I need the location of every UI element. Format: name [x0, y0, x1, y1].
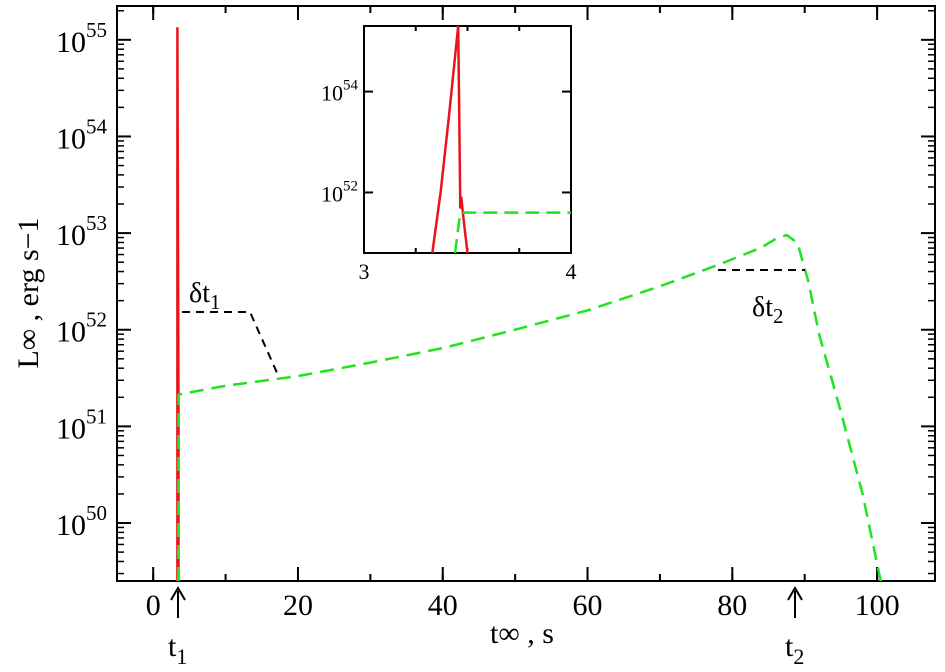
t2-arrow-head: [787, 586, 803, 601]
main-plot-frame: [116, 5, 936, 582]
delta-t2-label: δt2: [752, 292, 783, 328]
main-axis-ticks: 0 20 40 60 80 100 1050 1051 1052 1053 1054 1055: [56, 6, 935, 622]
t1-marker: t1: [168, 586, 187, 669]
inset-plot-frame: [363, 25, 572, 254]
x-tick-label: 100: [855, 589, 900, 622]
x-axis-label: t∞ , s: [490, 617, 554, 650]
x-tick-label: 80: [717, 589, 747, 622]
y-tick-label: 1052: [56, 308, 107, 349]
delta-t1-label: δt1: [189, 278, 220, 314]
main-plot: 0 20 40 60 80 100 1050 1051 1052 1053 1054 1055 δt1…: [12, 5, 936, 669]
green-dashed-series: [453, 211, 571, 253]
red-solid-series: [176, 26, 180, 581]
x-tick-label: 0: [146, 589, 161, 622]
x-tick-label: 20: [283, 589, 313, 622]
y-tick-label: 1051: [56, 404, 107, 445]
red-solid-series: [431, 26, 469, 253]
y-tick-label: 1055: [56, 18, 107, 59]
t1-arrow-head: [170, 586, 186, 601]
x-tick-label: 4: [566, 259, 577, 284]
y-tick-label: 1052: [321, 178, 358, 206]
y-tick-label: 1054: [56, 114, 108, 155]
inset-plot: 3 4 1052 1054: [321, 25, 577, 284]
main-annotations: δt1 δt2 t1 t2: [168, 269, 805, 669]
y-tick-label: 1054: [321, 78, 359, 106]
x-tick-label: 40: [428, 589, 458, 622]
y-tick-label: 1050: [56, 501, 107, 542]
y-axis-label: L∞ , erg s−1: [12, 217, 45, 368]
t2-marker: t2: [785, 586, 804, 669]
y-tick-label: 1053: [56, 211, 107, 252]
green-dashed-series: [176, 233, 882, 581]
t1-label: t1: [168, 630, 187, 669]
delta-t1-bracket: [182, 311, 279, 376]
x-tick-label: 3: [359, 259, 370, 284]
t2-label: t2: [785, 630, 804, 669]
x-tick-label: 60: [573, 589, 603, 622]
inset-series-group: [431, 26, 571, 253]
main-series-group: [176, 26, 882, 581]
